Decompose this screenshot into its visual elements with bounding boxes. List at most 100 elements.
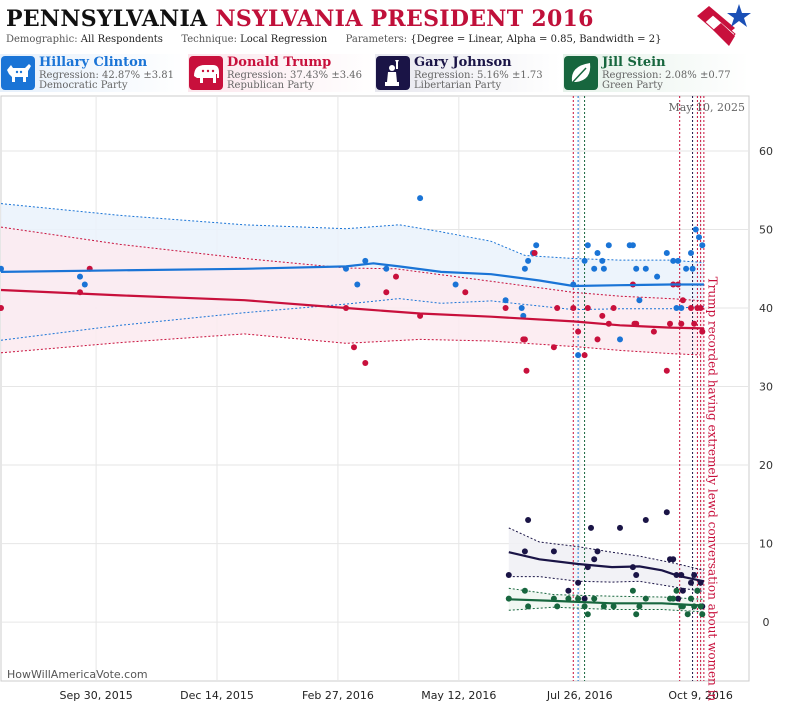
poll-point <box>462 289 469 296</box>
poll-point <box>663 367 670 374</box>
candidate-name: Jill Stein <box>602 55 666 70</box>
poll-point <box>650 328 657 335</box>
poll-point <box>591 595 598 602</box>
plot-area <box>0 95 750 682</box>
poll-point <box>697 305 704 311</box>
poll-point <box>688 250 694 256</box>
poll-point <box>694 587 701 594</box>
poll-point <box>581 257 588 264</box>
poll-point <box>617 524 623 531</box>
poll-point <box>654 273 661 280</box>
candidate-regression: Regression: 2.08% ±0.77 <box>602 70 731 81</box>
poll-point <box>642 265 649 272</box>
candidate-card-stein[interactable]: Jill Stein Regression: 2.08% ±0.77 Green… <box>563 54 749 92</box>
poll-point <box>521 336 528 343</box>
regression-line <box>0 262 704 288</box>
x-tick-label: Dec 14, 2015 <box>180 689 254 702</box>
poll-point <box>599 257 606 264</box>
header: PENNSYLVANIA NSYLVANIA PRESIDENT 2016 De… <box>0 0 789 50</box>
poll-point <box>691 572 698 578</box>
y-tick-label: 10 <box>759 538 773 551</box>
poll-point <box>699 242 706 249</box>
x-tick-label: Sep 30, 2015 <box>60 689 133 702</box>
poll-point <box>673 587 680 594</box>
poll-point <box>605 242 612 249</box>
statue-of-liberty-icon <box>376 56 410 90</box>
poll-point <box>689 265 696 272</box>
upper-bound-line <box>508 527 705 571</box>
poll-point <box>675 595 682 602</box>
poll-point <box>691 320 698 327</box>
title-state: PENNSYLVANIA <box>6 6 208 32</box>
candidate-card-johnson[interactable]: Gary Johnson Regression: 5.16% ±1.73 Lib… <box>375 54 561 92</box>
poll-point <box>696 234 702 241</box>
poll-point <box>575 595 582 602</box>
poll-point <box>505 572 512 578</box>
candidate-regression: Regression: 42.87% ±3.81 <box>39 70 174 81</box>
poll-point <box>417 195 424 202</box>
poll-point <box>0 265 4 272</box>
candidate-regression: Regression: 5.16% ±1.73 <box>414 70 543 81</box>
candidate-party: Libertarian Party <box>414 80 502 91</box>
poll-point <box>521 548 528 555</box>
poll-point <box>77 273 83 280</box>
technique-value[interactable]: Local Regression <box>240 34 328 45</box>
poll-point <box>663 250 670 256</box>
demographic-value[interactable]: All Respondents <box>80 34 163 45</box>
poll-point <box>629 587 636 594</box>
regression-line <box>0 288 704 330</box>
poll-point <box>581 603 588 610</box>
x-tick-label: May 12, 2016 <box>421 689 496 702</box>
poll-point <box>362 257 369 264</box>
poll-point <box>688 305 694 311</box>
upper-bound-line <box>0 203 704 263</box>
candidate-name: Hillary Clinton <box>39 55 148 70</box>
poll-point <box>636 297 643 304</box>
poll-point <box>521 587 528 594</box>
poll-point <box>362 360 369 366</box>
parameters-value[interactable]: {Degree = Linear, Alpha = 0.85, Bandwidt… <box>410 34 662 45</box>
candidate-party: Democratic Party <box>39 80 128 91</box>
poll-point <box>629 242 636 249</box>
poll-point <box>525 257 532 264</box>
poll-point <box>594 548 601 555</box>
poll-point <box>591 265 598 272</box>
event-annotation: Trump recorded having extremely lewd con… <box>706 277 720 704</box>
poll-point <box>81 281 88 288</box>
poll-point <box>0 305 4 311</box>
parameters-line: Demographic: All Respondents Technique: … <box>6 34 661 45</box>
poll-chart-svg: 0 10 20 30 40 50 60 Sep 30, 2015 Dec 14, 2015 Feb… <box>0 95 773 704</box>
poll-point <box>521 265 528 272</box>
candidate-card-trump[interactable]: Donald Trump Regression: 37.43% ±3.46 Re… <box>188 54 374 92</box>
technique-label: Technique: <box>181 34 237 45</box>
poll-point <box>678 320 685 327</box>
poll-point <box>679 587 686 594</box>
y-tick-label: 40 <box>759 302 773 315</box>
poll-point <box>617 336 623 343</box>
site-logo-icon[interactable] <box>695 2 753 48</box>
leaf-icon <box>564 56 598 90</box>
lower-bound-line <box>0 333 704 356</box>
poll-point <box>351 344 357 351</box>
poll-point <box>679 297 686 304</box>
poll-point <box>675 257 682 264</box>
regression-line <box>508 598 704 607</box>
candidate-card-clinton[interactable]: Hillary Clinton Regression: 42.87% ±3.81… <box>0 54 186 92</box>
poll-point <box>594 336 601 343</box>
footer-site-link[interactable]: HowWillAmericaVote.com <box>7 668 148 681</box>
poll-point <box>663 509 670 516</box>
poll-point <box>670 595 677 602</box>
confidence-band <box>508 527 704 592</box>
poll-point <box>570 305 577 311</box>
poll-point <box>670 257 677 264</box>
poll-point <box>575 579 582 586</box>
upper-bound-line <box>0 226 704 302</box>
poll-point <box>699 611 706 618</box>
poll-point <box>699 328 706 335</box>
poll-point <box>502 305 509 311</box>
poll-point <box>642 517 649 523</box>
poll-point <box>550 548 557 555</box>
poll-point <box>575 328 582 335</box>
y-tick-label: 60 <box>759 145 773 158</box>
poll-point <box>610 305 617 311</box>
